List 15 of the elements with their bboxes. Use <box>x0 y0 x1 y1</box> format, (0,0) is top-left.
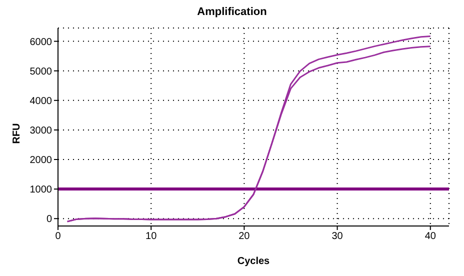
chart-title: Amplification <box>196 6 268 18</box>
x-tick-label: 40 <box>424 231 436 242</box>
y-tick-label: 3000 <box>30 126 52 137</box>
x-tick-label: 30 <box>332 231 344 242</box>
y-tick-label: 0 <box>46 214 52 226</box>
x-tick-label: 0 <box>55 231 62 242</box>
y-axis-title: RFU <box>12 122 22 146</box>
y-tick-label: 2000 <box>30 155 52 166</box>
y-tick-label: 6000 <box>30 36 52 48</box>
y-tick-label: 5000 <box>30 66 52 78</box>
y-tick-label: 1000 <box>30 184 52 196</box>
x-tick-label: 10 <box>146 231 158 242</box>
y-tick-label: 4000 <box>30 96 52 107</box>
x-tick-label: 20 <box>238 231 250 242</box>
x-axis-title: Cycles <box>236 256 271 267</box>
